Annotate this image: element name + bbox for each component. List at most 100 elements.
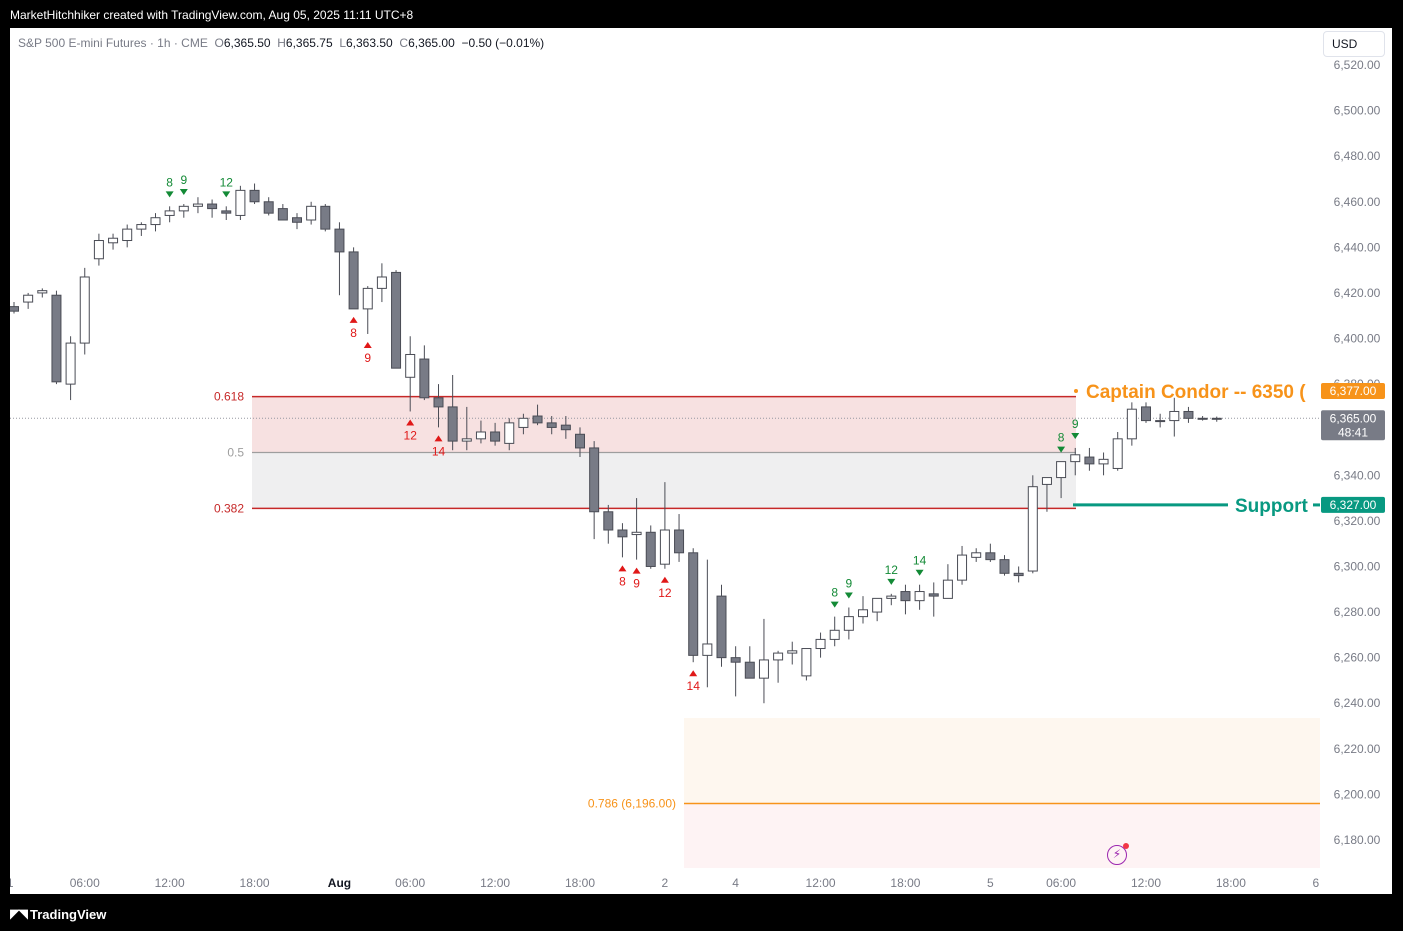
candle-body xyxy=(263,201,274,214)
price-axis-label-box xyxy=(1321,410,1385,441)
price-tick-label: 6,320.00 xyxy=(1334,514,1381,528)
candle-body xyxy=(575,433,585,449)
candle-body xyxy=(93,240,104,260)
candle-body xyxy=(1084,456,1095,465)
candle-body xyxy=(957,554,968,581)
candle-body xyxy=(504,422,515,444)
price-tick-label: 6,260.00 xyxy=(1334,651,1381,665)
candle-body xyxy=(23,294,34,303)
price-tick-label: 6,240.00 xyxy=(1334,696,1381,710)
time-tick-label: 06:00 xyxy=(70,876,100,890)
price-tick-label: 6,300.00 xyxy=(1334,559,1381,573)
count-marker-arrow xyxy=(844,592,853,599)
chart-frame[interactable]: 0.618 0.5 0.382 0.786 (6,196.00) 8 9 12 8 9 12 14 8… xyxy=(10,28,1392,894)
count-marker-arrow xyxy=(406,419,415,426)
candle-body xyxy=(320,205,331,230)
count-marker-arrow xyxy=(349,316,358,323)
time-tick-label: 18:00 xyxy=(240,876,270,890)
price-tick-label: 6,220.00 xyxy=(1334,742,1381,756)
candle-body xyxy=(801,648,812,677)
candle-body xyxy=(10,306,19,312)
candle-body xyxy=(1197,417,1208,420)
time-tick-label: 12:00 xyxy=(1131,876,1161,890)
candle-body xyxy=(1183,410,1194,419)
count-marker-label: 8 xyxy=(1058,431,1065,445)
count-marker-arrow xyxy=(1057,446,1066,453)
candle-body xyxy=(490,431,501,442)
candle-body xyxy=(900,591,911,602)
candle-body xyxy=(65,342,76,385)
footer-bar: ◤◥ TradingView xyxy=(0,900,1403,931)
candle-body xyxy=(192,203,203,207)
candle-body xyxy=(999,559,1010,574)
count-marker-label: 14 xyxy=(913,554,927,568)
annotation-anchor xyxy=(1074,388,1078,393)
count-marker-label: 8 xyxy=(350,326,357,340)
candle-body xyxy=(674,529,685,554)
candle-body xyxy=(829,629,840,640)
candle-body xyxy=(1155,420,1166,423)
candle-body xyxy=(518,417,529,428)
price-tick-label: 6,500.00 xyxy=(1334,104,1381,118)
candle-body xyxy=(603,511,614,531)
low-value: 6,363.50 xyxy=(346,36,393,50)
candle-body xyxy=(292,217,302,223)
count-marker-arrow xyxy=(434,435,443,442)
count-marker-arrow xyxy=(363,341,372,348)
count-marker-arrow xyxy=(165,191,174,198)
price-tick-label: 6,180.00 xyxy=(1334,833,1381,847)
count-marker-label: 8 xyxy=(831,586,838,600)
fib-zone-786-lower xyxy=(684,803,1320,868)
candle-body xyxy=(419,358,430,399)
candle-body xyxy=(150,217,161,226)
time-tick-label: 12:00 xyxy=(806,876,836,890)
close-label: C xyxy=(399,36,409,50)
price-tick-label: 6,340.00 xyxy=(1334,468,1381,482)
low-label: L xyxy=(339,36,346,50)
candle-body xyxy=(447,406,458,442)
candle-body xyxy=(872,597,883,613)
price-tick-label: 6,520.00 xyxy=(1334,58,1381,72)
candle-body xyxy=(1141,406,1151,422)
candle-body xyxy=(985,552,996,561)
footer-brand: TradingView xyxy=(30,906,107,922)
count-marker-arrow xyxy=(689,670,698,677)
candle-body xyxy=(744,661,755,679)
fib-zone-786-upper xyxy=(684,718,1320,804)
candle-body xyxy=(1112,438,1123,469)
candle-body xyxy=(108,237,119,244)
time-tick-label: 18:00 xyxy=(1216,876,1246,890)
candle-body xyxy=(405,353,416,378)
candle-body xyxy=(306,205,317,221)
candle-body xyxy=(617,529,628,538)
candle-body xyxy=(362,287,373,310)
time-tick-label: Aug xyxy=(328,876,351,890)
tradingview-logo[interactable]: ◤◥ TradingView xyxy=(10,906,106,922)
candle-body xyxy=(560,424,571,431)
high-label: H xyxy=(277,36,286,50)
candle-body xyxy=(971,552,982,558)
candle-body xyxy=(1169,410,1180,422)
candle-body xyxy=(376,276,387,289)
currency-selector[interactable]: USD xyxy=(1323,31,1385,57)
candle-body xyxy=(858,609,868,618)
open-label: O xyxy=(214,36,224,50)
time-tick-label: 2 xyxy=(662,876,669,890)
fib-zone-lower xyxy=(252,452,1076,509)
lightning-alert-icon[interactable]: ⚡ xyxy=(1107,843,1129,865)
change-value: −0.50 (−0.01%) xyxy=(461,36,545,50)
candle-body xyxy=(178,205,189,212)
symbol-legend: S&P 500 E-mini Futures · 1h · CME O6,365… xyxy=(18,36,544,50)
candle-body xyxy=(589,447,600,513)
close-value: 6,365.00 xyxy=(408,36,455,50)
candle-body xyxy=(716,595,727,659)
time-tick-label: 18:00 xyxy=(890,876,920,890)
price-axis-label: 6,377.00 xyxy=(1330,384,1377,398)
candle-body xyxy=(37,290,48,294)
fib-level-label: 0.5 xyxy=(227,446,244,460)
price-tick-label: 6,460.00 xyxy=(1334,195,1381,209)
count-marker-label: 9 xyxy=(180,173,187,187)
count-marker-arrow xyxy=(660,576,669,583)
count-marker-arrow xyxy=(1071,432,1080,439)
